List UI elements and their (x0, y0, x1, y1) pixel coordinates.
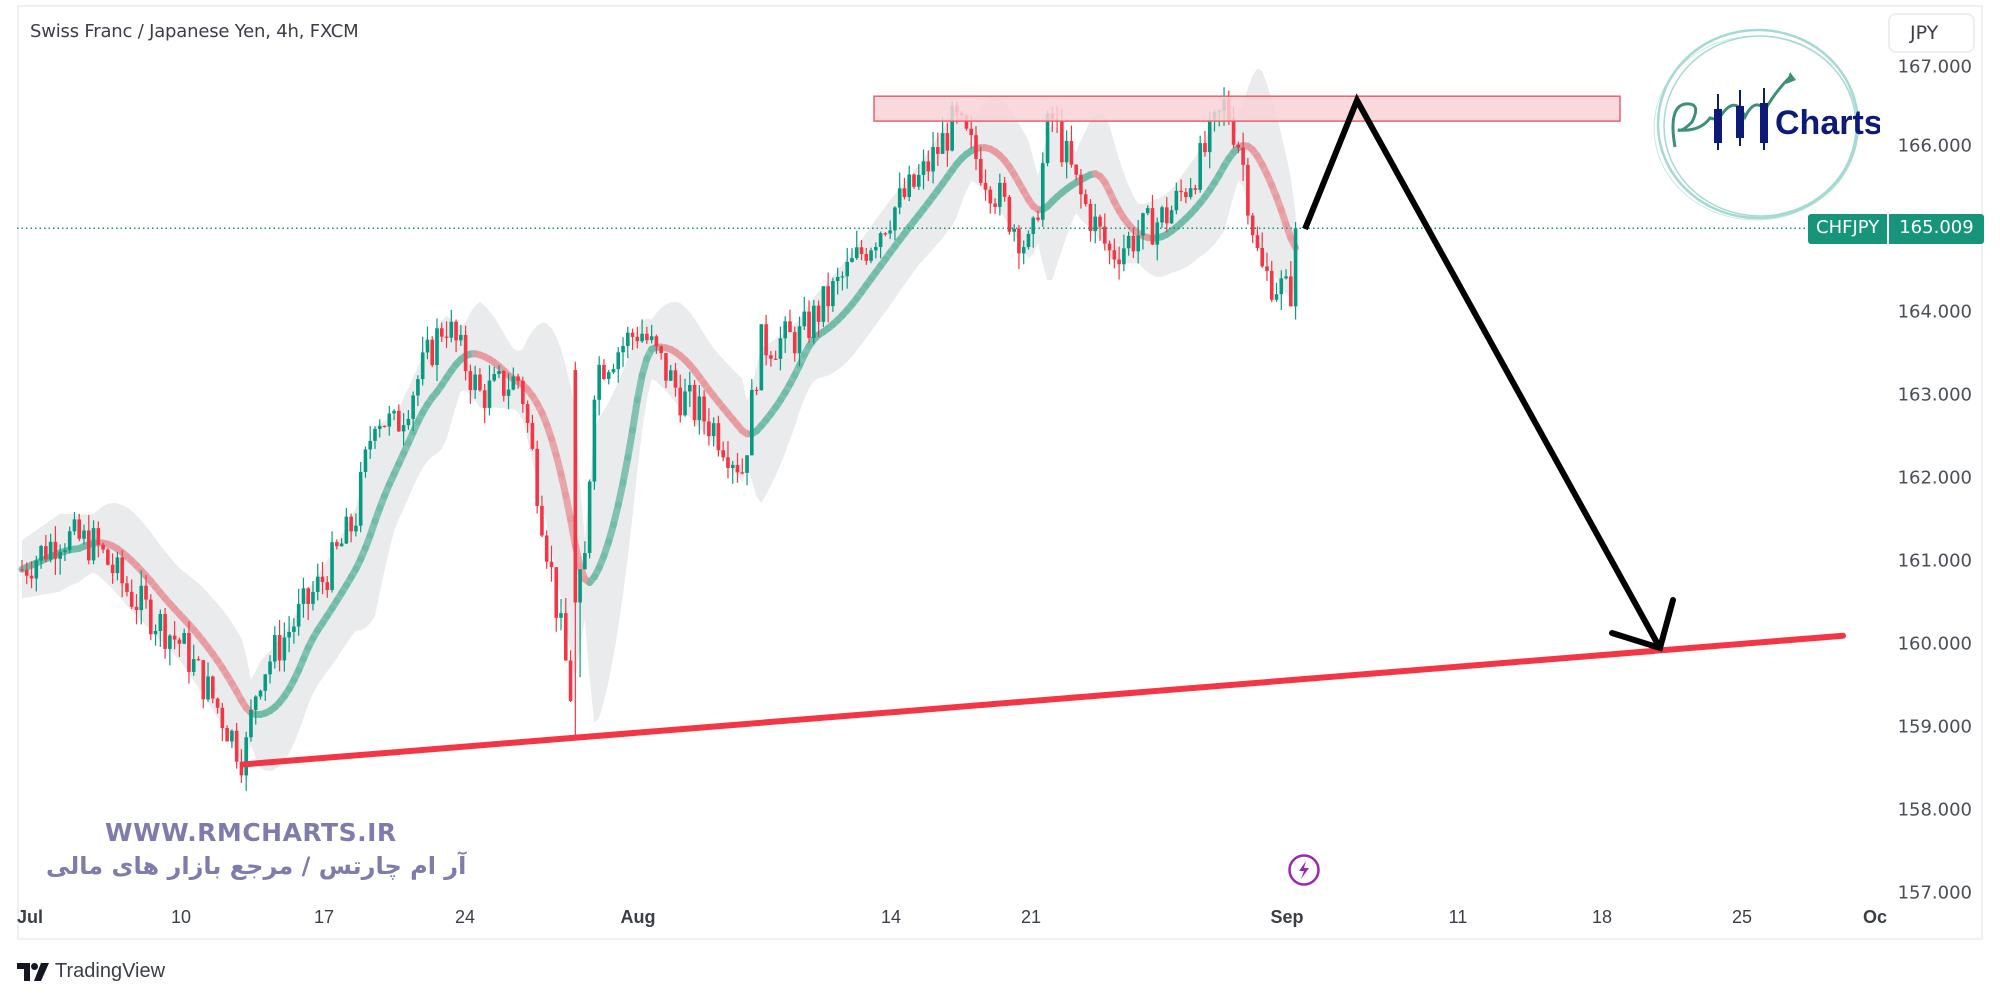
time-tick-label: 18 (1591, 907, 1613, 927)
time-tick-label: 17 (313, 907, 335, 927)
time-tick-label: Jul (16, 907, 44, 927)
time-tick-label: Oc (1862, 907, 1888, 927)
lightning-icon[interactable] (1287, 853, 1321, 887)
time-tick-label: 25 (1731, 907, 1753, 927)
price-tick-label: 162.000 (1897, 467, 1972, 489)
ma-ribbon-segment (614, 479, 627, 509)
projection-arrow[interactable] (1302, 93, 1663, 650)
price-tick-label: 159.000 (1897, 716, 1972, 738)
price-tick-label: 157.000 (1897, 882, 1972, 904)
price-tick-label: 167.000 (1897, 56, 1972, 78)
time-tick-label: Aug (620, 907, 656, 927)
time-tick-label: 14 (880, 907, 902, 927)
support-trendline[interactable] (241, 632, 1846, 768)
price-tick-label: 161.000 (1897, 550, 1972, 572)
ma-ribbon-segment (629, 396, 641, 434)
price-tick-label: 164.000 (1897, 301, 1972, 323)
time-tick-label: 10 (170, 907, 192, 927)
ma-ribbon-segment (562, 491, 575, 523)
ma-ribbon-segment (624, 426, 637, 462)
watermark-url: WWW.RMCHARTS.IR (105, 818, 397, 847)
currency-button[interactable]: JPY (1888, 13, 1975, 53)
symbol-label: CHFJPY (1808, 214, 1888, 244)
price-tick-label: 163.000 (1897, 384, 1972, 406)
chart-title: Swiss Franc / Japanese Yen, 4h, FXCM (30, 21, 359, 42)
arrow-head-icon (1609, 597, 1676, 652)
candles (20, 87, 1298, 791)
price-tick-label: 160.000 (1897, 633, 1972, 655)
resistance-zone[interactable] (873, 95, 1621, 122)
ma-ribbon-segment (557, 470, 570, 499)
tradingview-icon (17, 962, 49, 981)
ma-ribbon-segment (633, 372, 646, 404)
price-tick-label: 158.000 (1897, 799, 1972, 821)
price-value: 165.009 (1889, 214, 1984, 244)
time-tick-label: 21 (1020, 907, 1042, 927)
logo-text: Charts (1775, 104, 1880, 142)
tradingview-logo[interactable]: TradingView (17, 960, 165, 983)
watermark-persian: آر ام چارتس / مرجع بازار های مالی (46, 852, 467, 880)
time-tick-label: Sep (1270, 907, 1304, 927)
time-tick-label: 11 (1448, 907, 1468, 927)
rmcharts-logo: Charts (1653, 28, 1880, 221)
ma-ribbon-segment (619, 454, 632, 487)
last-price-label: CHFJPY 165.009 (1808, 214, 1984, 244)
tradingview-text: TradingView (55, 960, 166, 982)
ma-envelope (22, 68, 1296, 771)
time-tick-label: 24 (454, 907, 476, 927)
price-tick-label: 166.000 (1897, 135, 1972, 157)
